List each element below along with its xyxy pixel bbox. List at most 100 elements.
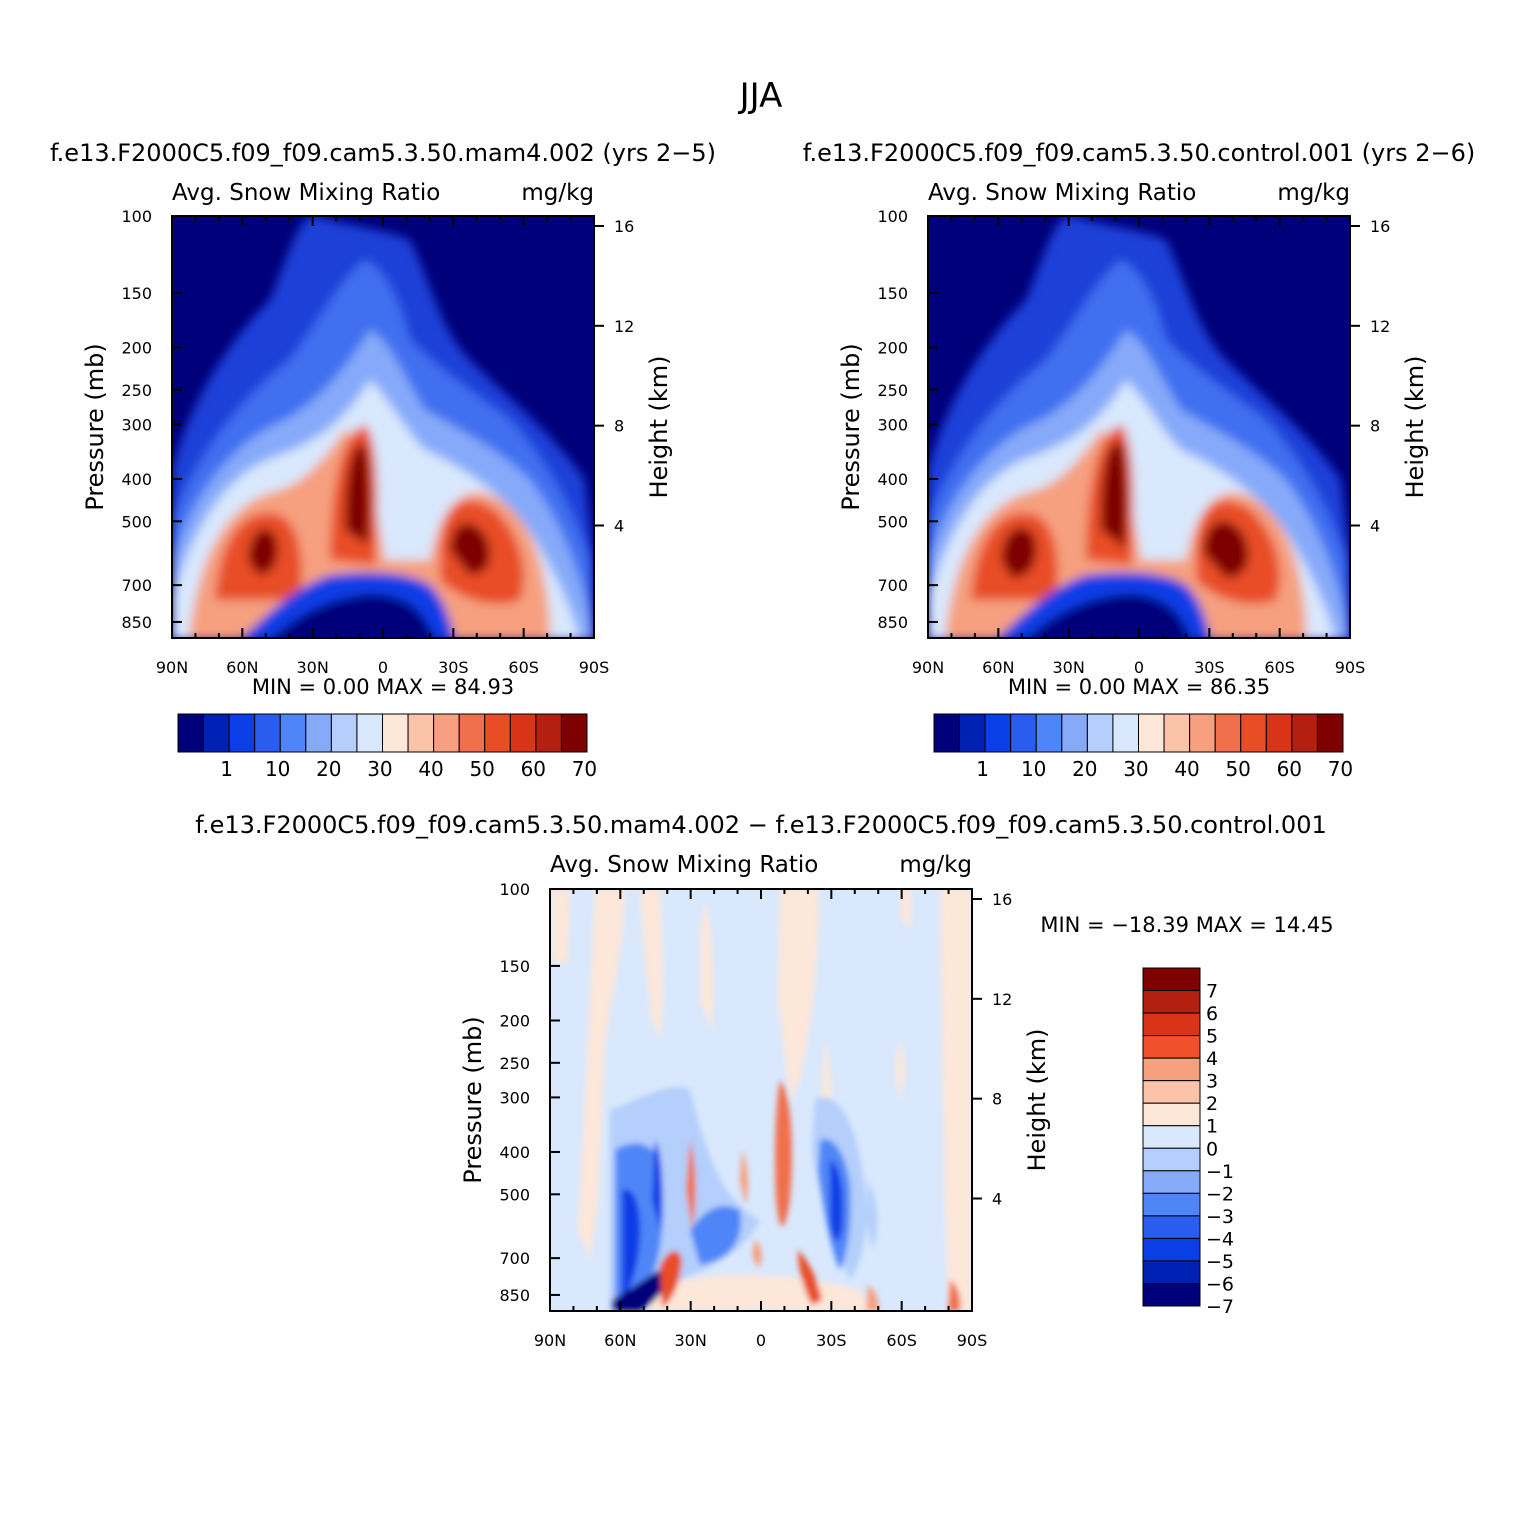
panel-1-y2-ticks: 16 12 8 4 [594, 217, 634, 536]
panel-2-colorbar-swatch [1189, 713, 1216, 753]
panel-1-colorbar-swatch [407, 713, 435, 753]
panel-3-x-tick-label: 30S [816, 1331, 847, 1350]
panel-3-pos-warm-7 [948, 1280, 961, 1311]
panel-1-x-tick-label: 90N [156, 658, 188, 677]
panel-2-y2-tick-label: 12 [1370, 317, 1390, 336]
panel-3-colorbar-swatch [1142, 1237, 1201, 1262]
panel-3-x-tick-label: 90N [534, 1331, 566, 1350]
panel-1-colorbar-swatch [254, 713, 281, 753]
panel-3-neg-dark-1 [622, 1189, 641, 1300]
panel-3-colorbar-swatch [1142, 1080, 1201, 1104]
panel-3: f.e13.F2000C5.f09_f09.cam5.3.50.mam4.002… [195, 811, 1333, 1350]
panel-1-y2-tick-label: 16 [614, 217, 634, 236]
panel-1-colorbar-label: 60 [521, 757, 546, 781]
panel-1-colorbar-swatch [279, 713, 307, 753]
panel-2-low-navy [1028, 594, 1191, 638]
panel-3-colorbar-swatch [1142, 1035, 1201, 1059]
panel-1-y-tick-label: 300 [121, 415, 152, 434]
panel-2-x-tick-label: 90N [912, 658, 944, 677]
panel-3-colorbar-swatch [1142, 967, 1201, 992]
panel-1-x-tick-label: 60N [226, 658, 258, 677]
panel-1-colorbar-swatch [177, 713, 205, 753]
panel-2-colorbar-swatch [1265, 713, 1293, 753]
panel-3-colorbar-swatch [1142, 1102, 1201, 1127]
panel-3-colorbar-swatch [1142, 1282, 1201, 1307]
panel-3-contours [552, 889, 972, 1311]
panel-1-level-darkred [248, 444, 490, 575]
panel-2-y-tick-label: 100 [877, 207, 908, 226]
panel-3-pos-warm-6 [866, 1285, 879, 1311]
panel-2-x-tick-label: 30S [1194, 658, 1225, 677]
panel-3-colorbar-label: −3 [1206, 1206, 1234, 1228]
panel-1-colorbar-swatch [305, 713, 332, 753]
panel-1-low-navy [272, 594, 435, 638]
panel-2-y-tick-label: 200 [877, 338, 908, 357]
panel-2-y-ticks: 100 150 200 250 300 400 500 700 850 [877, 207, 938, 632]
panel-3-pos-warm-8 [752, 1240, 762, 1268]
panel-3-variable: Avg. Snow Mixing Ratio [550, 852, 818, 878]
panel-3-pos-warm-2 [660, 1250, 682, 1308]
panel-3-colorbar-swatch [1142, 1057, 1201, 1082]
panel-2-y2-tick-label: 16 [1370, 217, 1390, 236]
panel-2-level-darkred [1001, 442, 1249, 578]
panel-3-ylabel: Pressure (mb) [459, 1016, 487, 1183]
panel-3-y-tick-label: 700 [499, 1249, 530, 1268]
panel-2-colorbar-label: 20 [1072, 757, 1097, 781]
panel-1-y2-tick-label: 8 [614, 417, 624, 436]
panel-3-neg-dark-2 [830, 1160, 843, 1241]
panel-1-contours [172, 216, 594, 638]
panel-1-y-tick-label: 250 [121, 381, 152, 400]
panel-1-case: f.e13.F2000C5.f09_f09.cam5.3.50.mam4.002… [50, 139, 716, 167]
panel-1-colorbar-swatch [433, 713, 460, 753]
panel-3-colorbar-label: 7 [1206, 981, 1218, 1003]
panel-3-pos-strip-2 [578, 889, 625, 1260]
panel-1-colorbar-label: 50 [469, 757, 494, 781]
panel-2-colorbar-swatch [984, 713, 1012, 753]
panel-1-colorbar-label: 70 [572, 757, 597, 781]
panel-1-field [172, 216, 594, 638]
panel-3-pos-strip-8 [940, 889, 972, 1311]
panel-1-colorbar-swatch [203, 713, 230, 753]
panel-3-pos-strip-5 [778, 889, 819, 1100]
panel-3-colorbar-label: 2 [1206, 1093, 1218, 1115]
panel-1-colorbar-swatch [535, 713, 562, 753]
panel-3-y-tick-label: 400 [499, 1143, 530, 1162]
panel-3-y-tick-label: 250 [499, 1054, 530, 1073]
panel-2-units: mg/kg [1277, 180, 1350, 206]
panel-2-colorbar-label: 40 [1174, 757, 1199, 781]
panel-1-colorbar: 1 10 20 30 40 50 60 70 [177, 713, 597, 781]
panel-3-ylabel2: Height (km) [1023, 1029, 1051, 1172]
panel-2-ylabel: Pressure (mb) [837, 343, 865, 510]
panel-2-y-tick-label: 400 [877, 470, 908, 489]
panel-1-x-tick-label: 90S [579, 658, 610, 677]
panel-2-stats: MIN = 0.00 MAX = 86.35 [1008, 675, 1270, 699]
panel-1-y-tick-label: 400 [121, 470, 152, 489]
panel-2-x-tick-label: 30N [1053, 658, 1085, 677]
panel-2-field [928, 216, 1350, 638]
panel-3-y2-tick-label: 16 [992, 890, 1012, 909]
panel-1-colorbar-label: 20 [316, 757, 341, 781]
panel-3-colorbar-label: 3 [1206, 1071, 1218, 1093]
panel-2-colorbar-swatch [1138, 713, 1165, 753]
panel-3-colorbar-swatch [1142, 1260, 1201, 1284]
panel-2-y-tick-label: 700 [877, 576, 908, 595]
panel-3-y2-tick-label: 8 [992, 1090, 1002, 1109]
panel-3-pos-warm-4 [686, 1140, 696, 1230]
panel-1-x-tick-label: 30N [297, 658, 329, 677]
panel-3-colorbar-label: −5 [1206, 1251, 1234, 1273]
panel-2-colorbar-swatch [1010, 713, 1037, 753]
panel-2-x-tick-label: 60S [1264, 658, 1295, 677]
panel-3-pos-strip-3 [640, 889, 663, 1040]
panel-3-case: f.e13.F2000C5.f09_f09.cam5.3.50.mam4.002… [195, 811, 1326, 839]
panel-1-colorbar-swatch [330, 713, 358, 753]
panel-2-colorbar-swatch [933, 713, 961, 753]
panel-2-ylabel2: Height (km) [1401, 356, 1429, 499]
panel-3-x-tick-label: 60S [886, 1331, 917, 1350]
panel-2-y-tick-label: 850 [877, 613, 908, 632]
panel-1-colorbar-label: 40 [418, 757, 443, 781]
panel-3-y-tick-label: 500 [499, 1185, 530, 1204]
panel-3-field [550, 889, 972, 1311]
panel-2-colorbar-swatch [1112, 713, 1139, 753]
panel-2-colorbar-swatch [1214, 713, 1242, 753]
